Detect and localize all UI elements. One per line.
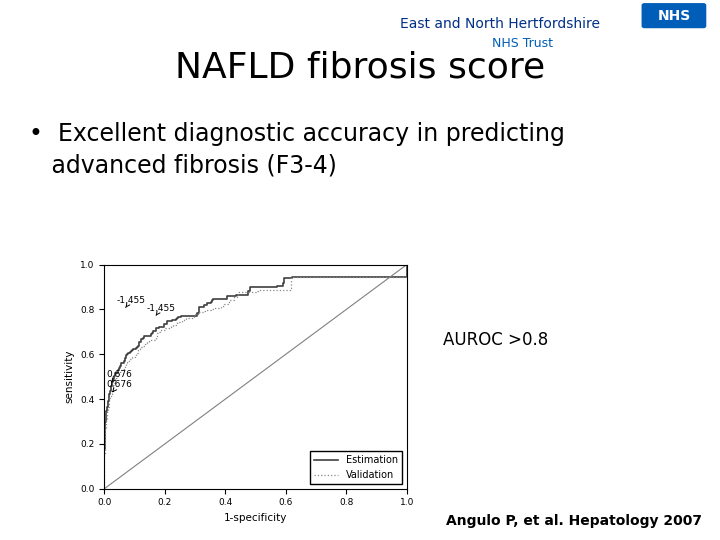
Validation [100, 444, 109, 451]
Estimation [100, 436, 109, 443]
Estimation [135, 341, 143, 347]
Text: advanced fibrosis (F3-4): advanced fibrosis (F3-4) [29, 154, 337, 178]
Text: 0.676: 0.676 [106, 380, 132, 392]
Legend: Estimation, Validation: Estimation, Validation [310, 451, 402, 484]
FancyBboxPatch shape [642, 4, 706, 28]
Text: NHS Trust: NHS Trust [492, 37, 552, 50]
Text: NHS: NHS [657, 9, 690, 23]
Estimation [100, 485, 109, 492]
Validation [142, 340, 150, 346]
Line: Validation: Validation [104, 271, 407, 489]
Text: East and North Hertfordshire: East and North Hertfordshire [400, 17, 600, 31]
Text: -1.455: -1.455 [117, 296, 145, 307]
Validation [101, 429, 109, 436]
Estimation [402, 261, 411, 268]
Y-axis label: sensitivity: sensitivity [65, 350, 75, 403]
Estimation [101, 429, 109, 435]
X-axis label: 1-specificity: 1-specificity [224, 513, 287, 523]
Validation [105, 394, 114, 400]
Validation [101, 436, 109, 442]
Text: Angulo P, et al. Hepatology 2007: Angulo P, et al. Hepatology 2007 [446, 514, 702, 528]
Validation [107, 390, 116, 397]
Text: NAFLD fibrosis score: NAFLD fibrosis score [175, 51, 545, 84]
Estimation [104, 391, 113, 397]
Line: Estimation: Estimation [104, 265, 407, 489]
Text: -1.455: -1.455 [147, 303, 176, 315]
Estimation [104, 395, 113, 401]
Text: AUROC >0.8: AUROC >0.8 [443, 331, 548, 349]
Estimation [101, 427, 109, 434]
Validation [402, 268, 411, 274]
Text: 0.676: 0.676 [106, 370, 132, 382]
Text: •  Excellent diagnostic accuracy in predicting: • Excellent diagnostic accuracy in predi… [29, 122, 564, 145]
Validation [100, 485, 109, 492]
